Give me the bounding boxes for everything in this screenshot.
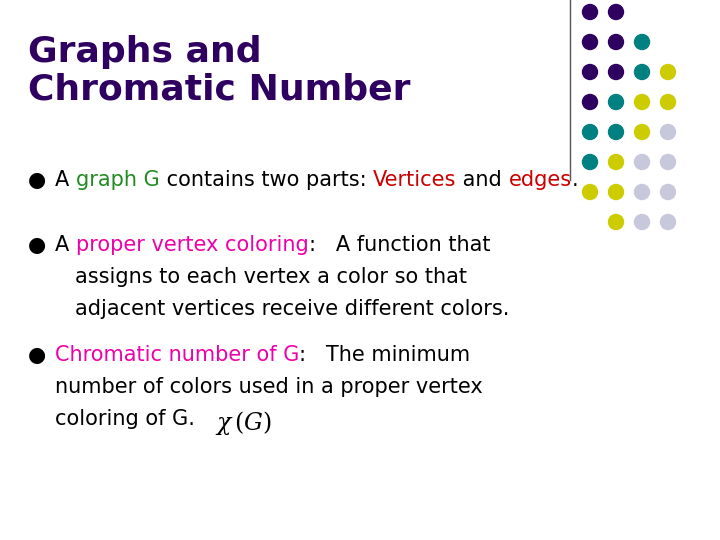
Circle shape <box>634 214 649 230</box>
Circle shape <box>608 214 624 230</box>
Text: graph G: graph G <box>76 170 160 190</box>
Text: A: A <box>55 170 76 190</box>
Circle shape <box>582 4 598 19</box>
Text: contains two parts:: contains two parts: <box>160 170 373 190</box>
Circle shape <box>634 185 649 199</box>
Circle shape <box>608 4 624 19</box>
Circle shape <box>582 94 598 110</box>
Text: coloring of G.: coloring of G. <box>55 409 195 429</box>
Text: assigns to each vertex a color so that: assigns to each vertex a color so that <box>75 267 467 287</box>
Text: ●: ● <box>28 235 46 255</box>
Circle shape <box>660 154 675 170</box>
Circle shape <box>582 64 598 79</box>
Circle shape <box>634 154 649 170</box>
Text: :   The minimum: : The minimum <box>300 345 470 365</box>
Text: adjacent vertices receive different colors.: adjacent vertices receive different colo… <box>75 299 509 319</box>
Text: proper vertex coloring: proper vertex coloring <box>76 235 309 255</box>
Circle shape <box>660 64 675 79</box>
Circle shape <box>608 64 624 79</box>
Text: ●: ● <box>28 345 46 365</box>
Text: Graphs and: Graphs and <box>28 35 261 69</box>
Circle shape <box>634 94 649 110</box>
Text: edges: edges <box>508 170 572 190</box>
Circle shape <box>634 125 649 139</box>
Text: Chromatic Number: Chromatic Number <box>28 72 410 106</box>
Circle shape <box>608 94 624 110</box>
Text: $\chi\,(G)$: $\chi\,(G)$ <box>215 409 272 437</box>
Text: number of colors used in a proper vertex: number of colors used in a proper vertex <box>55 377 482 397</box>
Text: and: and <box>456 170 508 190</box>
Circle shape <box>608 154 624 170</box>
Circle shape <box>608 185 624 199</box>
Text: A: A <box>55 235 76 255</box>
Circle shape <box>582 125 598 139</box>
Circle shape <box>582 185 598 199</box>
Text: :   A function that: : A function that <box>309 235 490 255</box>
Circle shape <box>608 35 624 50</box>
Circle shape <box>634 35 649 50</box>
Circle shape <box>608 125 624 139</box>
Circle shape <box>660 214 675 230</box>
Circle shape <box>660 94 675 110</box>
Text: .: . <box>572 170 578 190</box>
Text: Chromatic number of G: Chromatic number of G <box>55 345 300 365</box>
Circle shape <box>660 125 675 139</box>
Text: Vertices: Vertices <box>373 170 456 190</box>
Circle shape <box>660 185 675 199</box>
Circle shape <box>582 35 598 50</box>
Text: ●: ● <box>28 170 46 190</box>
Circle shape <box>634 64 649 79</box>
Circle shape <box>582 154 598 170</box>
